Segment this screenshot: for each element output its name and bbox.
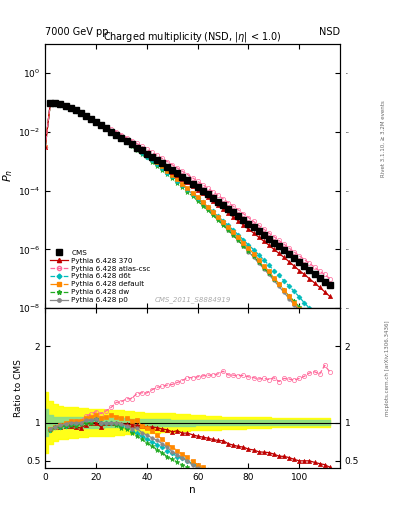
Pythia 6.428 default	[170, 172, 174, 178]
CMS	[206, 191, 210, 198]
Pythia 6.428 370	[241, 222, 246, 228]
Y-axis label: $P_n$: $P_n$	[1, 169, 15, 182]
Pythia 6.428 370	[124, 138, 129, 144]
Pythia 6.428 atlas-csc	[48, 100, 53, 106]
Line: Pythia 6.428 default: Pythia 6.428 default	[43, 101, 332, 353]
CMS	[150, 154, 154, 160]
Line: CMS: CMS	[47, 99, 333, 288]
Y-axis label: Ratio to CMS: Ratio to CMS	[14, 359, 23, 417]
Pythia 6.428 default	[241, 240, 246, 246]
Pythia 6.428 atlas-csc	[43, 144, 48, 150]
Text: mcplots.cern.ch [arXiv:1306.3436]: mcplots.cern.ch [arXiv:1306.3436]	[385, 321, 389, 416]
CMS	[261, 232, 266, 238]
Pythia 6.428 atlas-csc	[170, 162, 174, 168]
Pythia 6.428 p0	[170, 173, 174, 179]
Pythia 6.428 dw	[53, 101, 58, 107]
CMS	[48, 99, 53, 105]
Line: Pythia 6.428 d6t: Pythia 6.428 d6t	[44, 102, 332, 332]
Pythia 6.428 d6t	[170, 174, 174, 180]
Pythia 6.428 d6t	[43, 144, 48, 150]
Pythia 6.428 dw	[58, 101, 63, 108]
Pythia 6.428 atlas-csc	[327, 275, 332, 282]
Pythia 6.428 370	[43, 144, 48, 150]
Pythia 6.428 370	[48, 100, 53, 106]
Pythia 6.428 atlas-csc	[241, 210, 246, 217]
Pythia 6.428 default	[63, 103, 68, 109]
Pythia 6.428 p0	[48, 100, 53, 106]
Pythia 6.428 dw	[43, 144, 48, 150]
Pythia 6.428 p0	[43, 144, 48, 150]
Pythia 6.428 d6t	[58, 101, 63, 108]
CMS	[53, 100, 58, 106]
Pythia 6.428 p0	[241, 243, 246, 249]
Pythia 6.428 default	[48, 100, 53, 106]
Pythia 6.428 default	[43, 144, 48, 150]
Pythia 6.428 default	[246, 245, 251, 251]
CMS	[231, 209, 235, 216]
Pythia 6.428 p0	[246, 248, 251, 254]
Pythia 6.428 p0	[124, 139, 129, 145]
Pythia 6.428 default	[124, 137, 129, 143]
Pythia 6.428 370	[63, 103, 68, 110]
Pythia 6.428 370	[246, 226, 251, 232]
Pythia 6.428 d6t	[241, 237, 246, 243]
Pythia 6.428 dw	[327, 339, 332, 346]
Pythia 6.428 atlas-csc	[246, 215, 251, 221]
Pythia 6.428 p0	[327, 345, 332, 351]
Pythia 6.428 370	[58, 101, 63, 108]
Pythia 6.428 d6t	[53, 101, 58, 107]
Pythia 6.428 p0	[63, 103, 68, 109]
CMS	[221, 202, 226, 208]
Pythia 6.428 370	[170, 168, 174, 175]
Line: Pythia 6.428 p0: Pythia 6.428 p0	[44, 102, 332, 350]
Pythia 6.428 370	[327, 293, 332, 300]
Line: Pythia 6.428 370: Pythia 6.428 370	[43, 101, 332, 298]
Pythia 6.428 d6t	[246, 242, 251, 248]
Pythia 6.428 atlas-csc	[124, 135, 129, 141]
Pythia 6.428 default	[58, 101, 63, 108]
Pythia 6.428 dw	[170, 175, 174, 181]
Text: CMS_2011_S8884919: CMS_2011_S8884919	[154, 296, 231, 303]
Title: Charged multiplicity$\,$(NSD, $|\eta|$ < 1.0): Charged multiplicity$\,$(NSD, $|\eta|$ <…	[103, 30, 282, 44]
Pythia 6.428 d6t	[63, 103, 68, 110]
Pythia 6.428 atlas-csc	[58, 101, 63, 108]
X-axis label: n: n	[189, 485, 196, 495]
Text: NSD: NSD	[319, 27, 340, 37]
Pythia 6.428 dw	[246, 248, 251, 254]
Pythia 6.428 d6t	[327, 328, 332, 334]
Pythia 6.428 d6t	[124, 139, 129, 145]
Pythia 6.428 dw	[63, 103, 68, 110]
Pythia 6.428 p0	[58, 101, 63, 108]
Pythia 6.428 atlas-csc	[63, 103, 68, 109]
Text: 7000 GeV pp: 7000 GeV pp	[45, 27, 109, 37]
Legend: CMS, Pythia 6.428 370, Pythia 6.428 atlas-csc, Pythia 6.428 d6t, Pythia 6.428 de: CMS, Pythia 6.428 370, Pythia 6.428 atla…	[49, 248, 152, 305]
Pythia 6.428 dw	[124, 139, 129, 145]
CMS	[327, 282, 332, 288]
Pythia 6.428 default	[327, 348, 332, 354]
Pythia 6.428 dw	[241, 243, 246, 249]
Text: Rivet 3.1.10, ≥ 3.2M events: Rivet 3.1.10, ≥ 3.2M events	[381, 100, 386, 177]
Line: Pythia 6.428 atlas-csc: Pythia 6.428 atlas-csc	[43, 101, 332, 281]
Line: Pythia 6.428 dw: Pythia 6.428 dw	[43, 101, 332, 345]
